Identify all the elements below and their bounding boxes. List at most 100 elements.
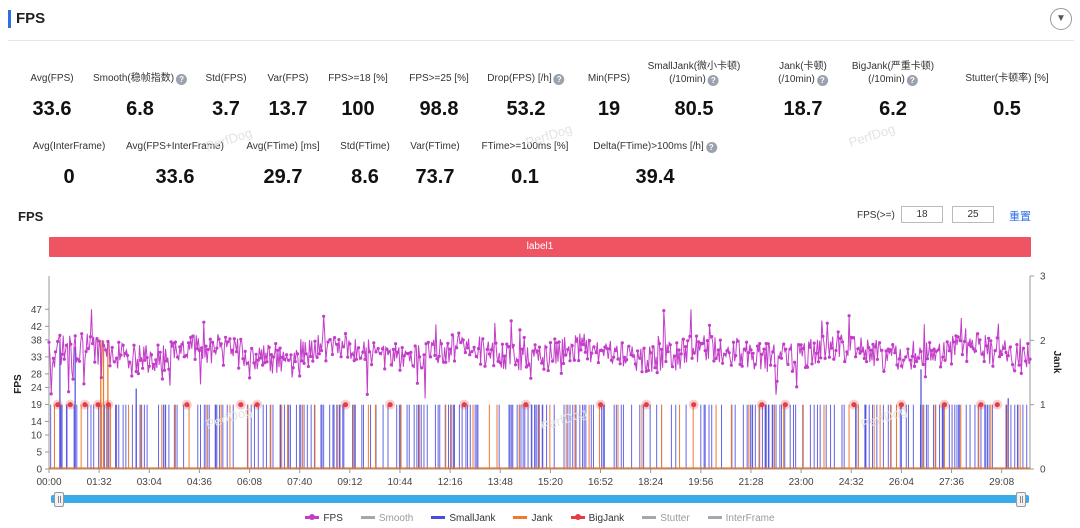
fps-point [677,348,681,352]
fps-point [380,347,385,351]
metric-label: Avg(InterFrame) [32,141,106,152]
metric-value: 100 [341,98,375,120]
help-icon[interactable]: ? [553,74,565,85]
fps-point [864,360,869,364]
fps-point [439,342,443,346]
fps-point [978,338,982,342]
bigjank-marker [898,402,904,408]
fps-point [860,349,864,353]
fps-point [202,320,206,324]
fps-point [701,341,705,345]
bigjank-marker [254,402,260,408]
fps-point [474,354,478,359]
fps-point [524,365,529,369]
time-range-slider[interactable] [51,495,1029,503]
fps-point [359,356,363,360]
y-tick-label: 33 [31,352,43,363]
help-icon[interactable]: ? [705,142,717,153]
fps-point [845,350,849,354]
fps-point [851,336,856,340]
fps-point [932,347,936,351]
fps-point [782,342,786,346]
y2-tick-label: 2 [1040,336,1046,347]
fps-point [603,345,607,349]
fps-point [878,341,882,345]
fps-point [466,346,470,350]
fps-point [675,341,679,345]
fps-point [258,356,263,360]
fps-point [980,352,984,356]
fps-point [745,340,749,344]
fps-point [95,337,99,341]
fps-point [339,355,343,359]
fps-point [58,333,62,337]
legend-item[interactable]: Smooth [360,513,413,524]
fps-point [1011,363,1015,367]
fps-point [204,344,208,348]
fps-point [67,390,71,394]
fps-point [139,358,143,362]
legend-item[interactable]: InterFrame [707,513,775,524]
fps-point [180,342,184,346]
fps-point [73,334,77,338]
slider-handle-left[interactable] [54,492,64,507]
legend-item[interactable]: Jank [513,513,553,524]
fps-point [435,357,439,361]
chevron-down-icon[interactable]: ▼ [1050,8,1072,30]
legend-item[interactable]: BigJank [570,513,624,524]
fps-point [579,348,583,352]
fps-point [267,345,271,349]
fps-point [450,333,454,337]
fps-point [520,347,524,351]
fps-chart[interactable]: 0 5 10 14 19 24 28 33 38 42 47 0 1 2 3 FPS Jank 00:00 01:3… [0,262,1080,492]
metric-label: SmallJank(微小卡顿) (/10min)? [647,61,741,86]
fps-point [649,351,653,355]
legend-swatch [305,514,320,520]
fps-point [160,377,164,381]
fps-point [232,337,236,341]
fps-point [295,352,300,356]
fps-point [269,353,273,357]
fps-point [101,343,106,347]
legend-item[interactable]: FPS [305,513,343,524]
fps-point [158,350,162,354]
fps-threshold-input-2[interactable] [952,206,994,223]
help-icon[interactable]: ? [906,75,918,86]
chart-title: FPS [18,209,44,224]
fps-point [991,364,995,368]
help-icon[interactable]: ? [176,74,188,85]
fps-threshold-input-1[interactable] [901,206,943,223]
fps-point [793,360,797,364]
slider-handle-right[interactable] [1016,492,1026,507]
bigjank-marker [782,402,788,408]
fps-point [710,335,714,339]
fps-point [928,341,932,345]
fps-point [173,340,177,344]
label-bar[interactable]: label1 [49,237,1031,257]
fps-point [468,353,472,357]
fps-point [773,364,777,368]
fps-point [69,342,73,346]
fps-point [337,338,341,342]
fps-point [165,359,169,363]
y-tick-label: 14 [31,417,43,428]
fps-point [507,345,511,349]
help-icon[interactable]: ? [816,75,828,86]
legend-label: InterFrame [725,513,775,524]
fps-point [882,369,886,373]
fps-point [616,357,620,361]
fps-point [119,353,123,357]
help-icon[interactable]: ? [707,75,719,86]
fps-point [75,357,79,361]
x-tick-label: 03:04 [137,477,162,488]
x-tick-label: 21:28 [738,477,763,488]
fps-point [178,345,182,349]
y2-tick-label: 0 [1040,465,1046,476]
fps-point [115,356,119,360]
reset-button[interactable]: 重置 [1009,211,1031,223]
fps-point [775,379,779,383]
fps-point [832,357,836,361]
legend-item[interactable]: Stutter [642,513,690,524]
y-tick-label: 10 [31,431,43,442]
legend-item[interactable]: SmallJank [431,513,495,524]
